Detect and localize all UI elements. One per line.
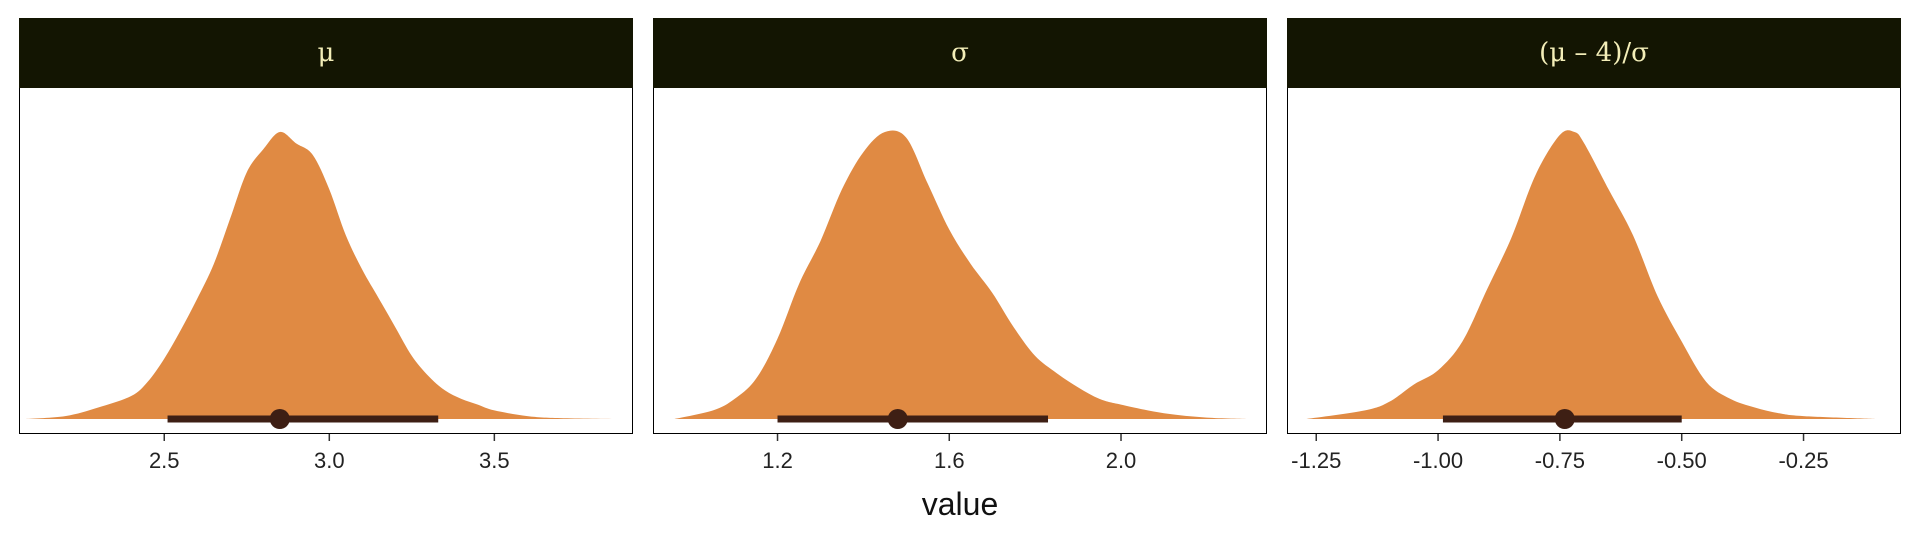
facet-label-mu: μ bbox=[317, 38, 335, 68]
facet-panel-mu: μ 2.5 3.0 3.5 bbox=[19, 18, 633, 473]
x-tick-label: 1.6 bbox=[934, 448, 965, 473]
x-axis-title: value bbox=[921, 486, 999, 522]
x-tick-label: -1.25 bbox=[1291, 448, 1341, 473]
point-estimate bbox=[1554, 409, 1575, 429]
facet-strip-mu: μ bbox=[19, 18, 633, 88]
x-tick-label: -0.25 bbox=[1778, 448, 1828, 473]
facet-panel-sigma: σ 1.2 1.6 2.0 bbox=[653, 18, 1267, 473]
plot-area-standardized bbox=[1287, 88, 1901, 434]
x-tick-label: 3.0 bbox=[314, 448, 345, 473]
x-tick-label: -0.50 bbox=[1657, 448, 1707, 473]
facet-label-sigma: σ bbox=[951, 38, 969, 68]
x-tick-label: 2.0 bbox=[1106, 448, 1137, 473]
density-area bbox=[674, 130, 1250, 419]
density-area bbox=[25, 131, 620, 419]
x-tick-label: -0.75 bbox=[1535, 448, 1585, 473]
density-area bbox=[1306, 130, 1877, 419]
point-estimate bbox=[887, 409, 908, 429]
facet-strip-sigma: σ bbox=[653, 18, 1267, 88]
chart-mu: 2.5 3.0 3.5 bbox=[25, 131, 620, 473]
chart-standardized: -1.25 -1.00 -0.75 -0.50 -0.25 bbox=[1291, 130, 1877, 473]
point-estimate bbox=[269, 409, 290, 429]
plot-area-mu bbox=[19, 88, 633, 434]
x-tick-label: 2.5 bbox=[149, 448, 180, 473]
facet-strip-standardized: (μ – 4)/σ bbox=[1287, 18, 1901, 88]
facet-panel-standardized: (μ – 4)/σ -1.25 -1.00 -0.75 -0.50 -0.25 bbox=[1287, 18, 1901, 473]
chart-sigma: 1.2 1.6 2.0 bbox=[674, 130, 1250, 473]
x-tick-label: 3.5 bbox=[479, 448, 510, 473]
plot-area-sigma bbox=[653, 88, 1267, 434]
x-tick-label: -1.00 bbox=[1413, 448, 1463, 473]
x-tick-label: 1.2 bbox=[762, 448, 793, 473]
facet-label-standardized: (μ – 4)/σ bbox=[1539, 38, 1649, 68]
